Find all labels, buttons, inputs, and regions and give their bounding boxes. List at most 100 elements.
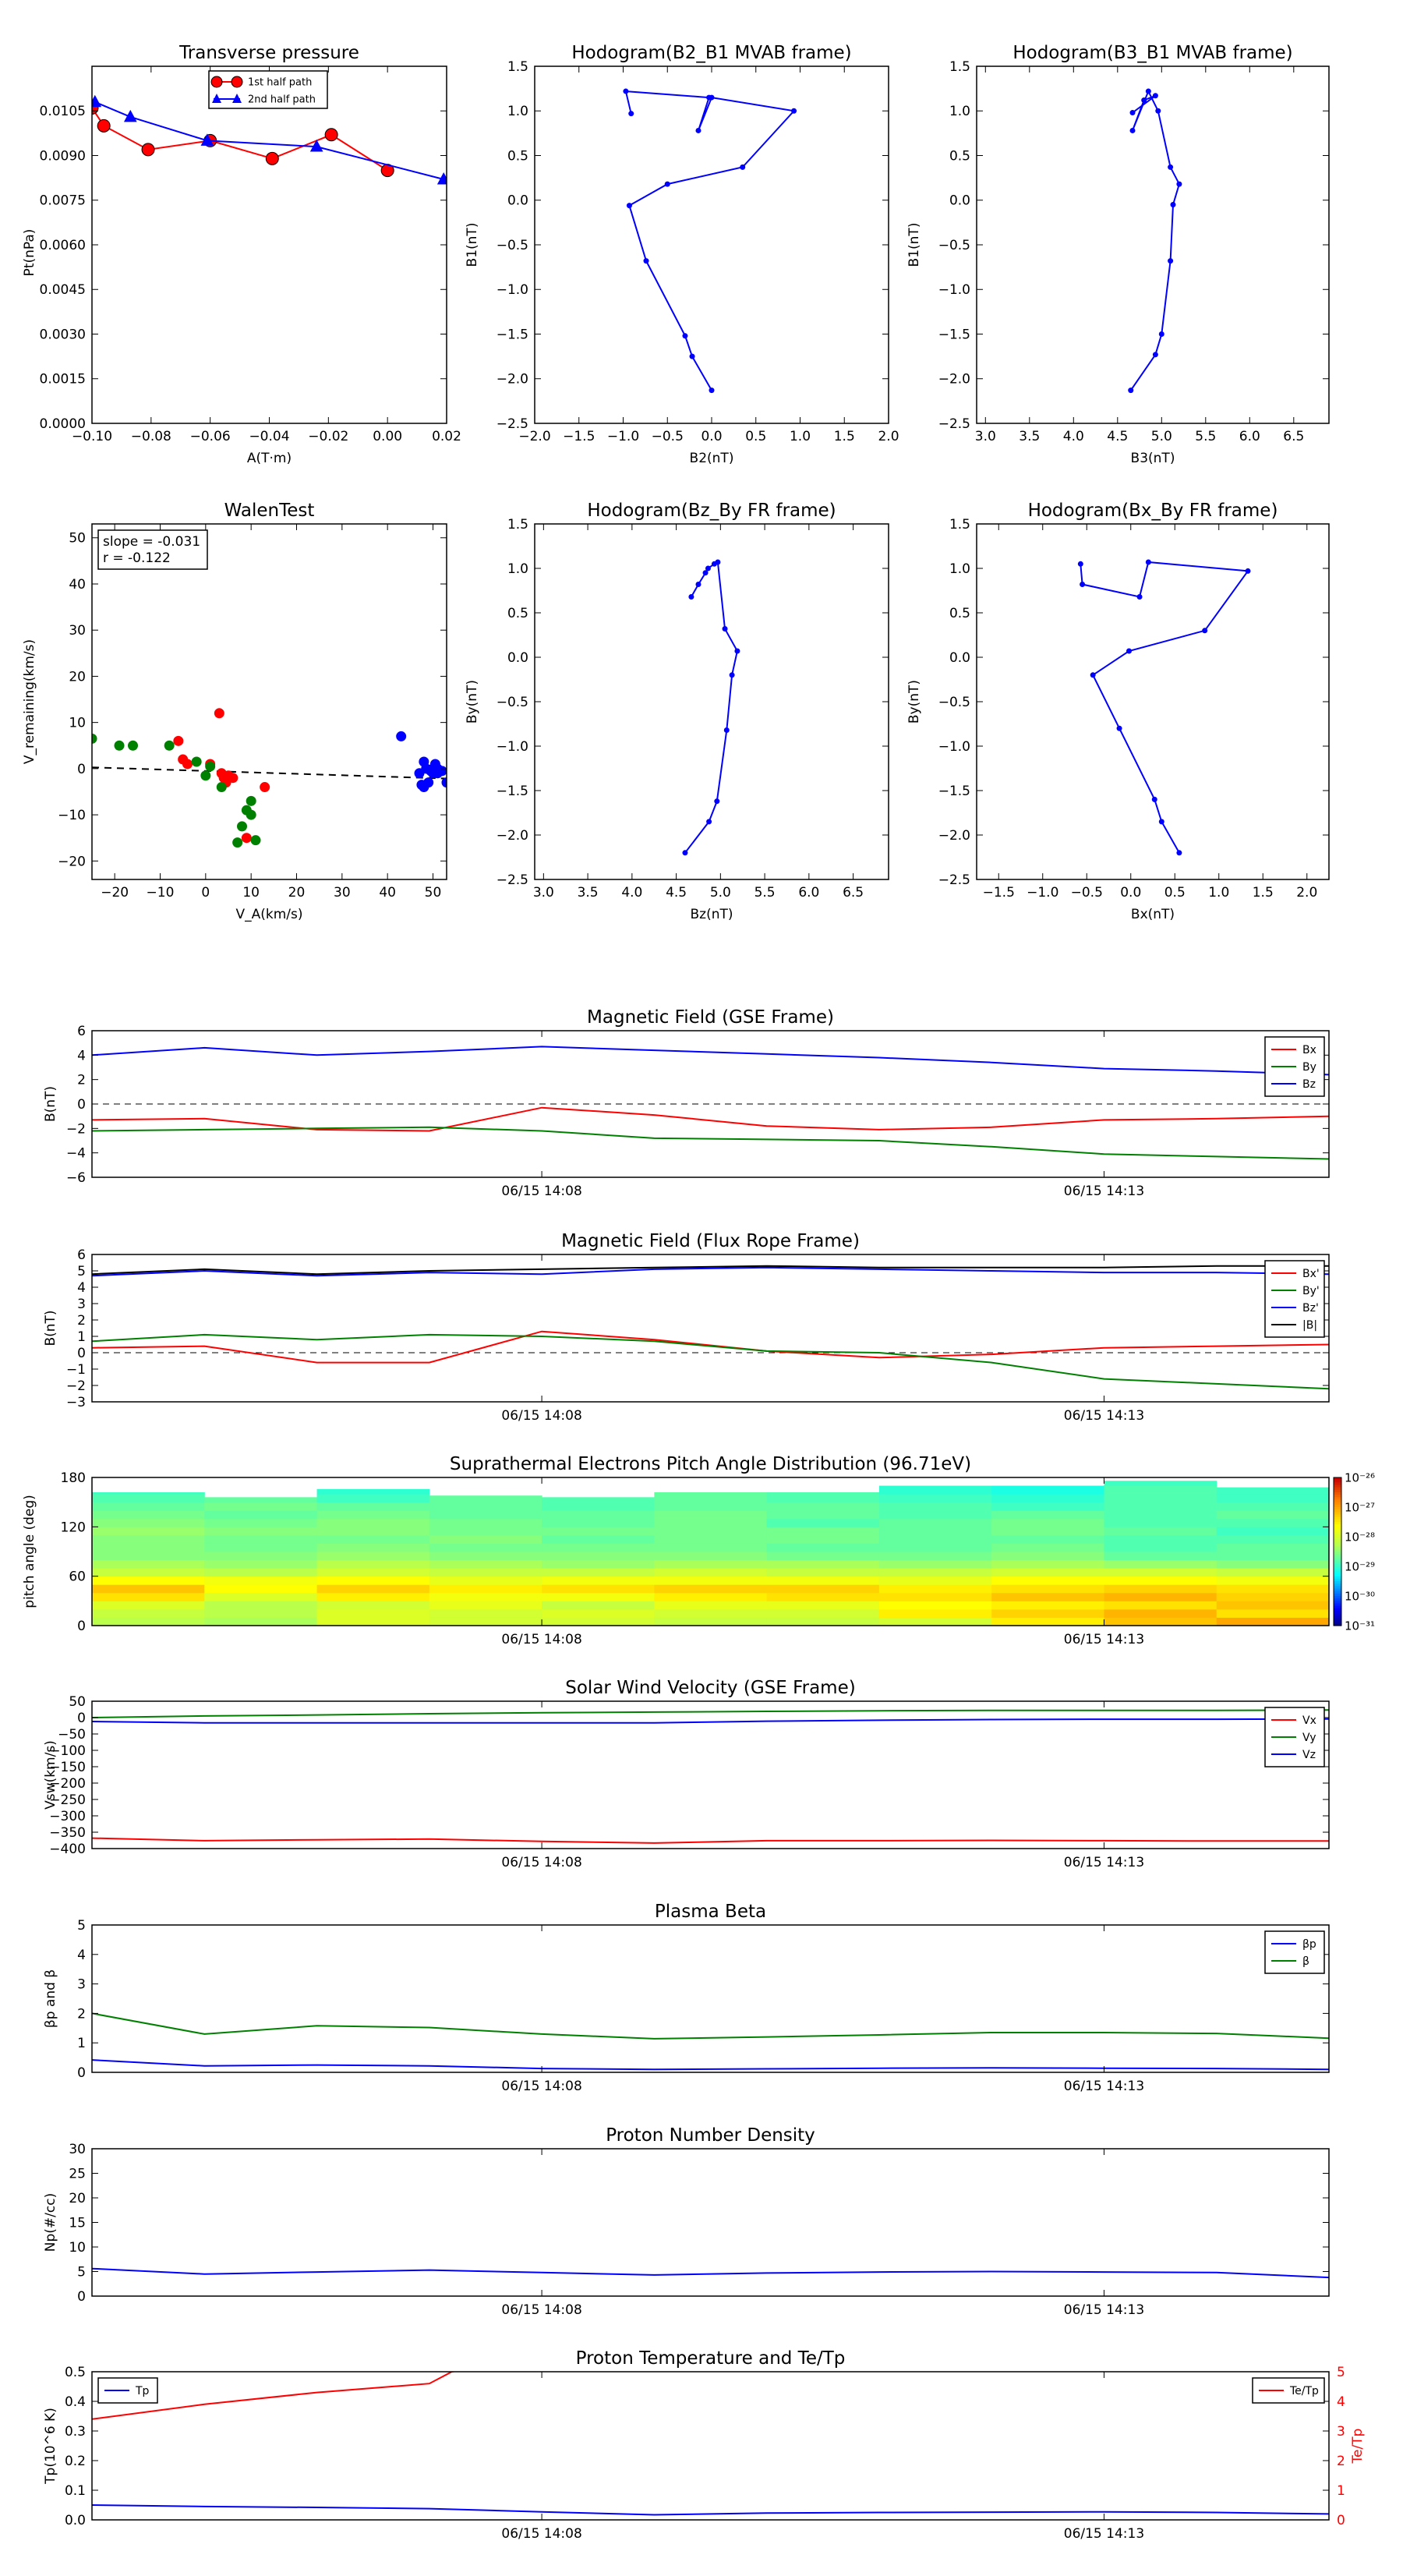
heatmap-cell — [766, 1518, 880, 1527]
data-point — [702, 570, 709, 576]
x-tick-label: 06/15 14:13 — [1064, 2526, 1144, 2542]
chart-title: Magnetic Field (GSE Frame) — [587, 1007, 834, 1028]
x-tick-label: 06/15 14:13 — [1064, 1184, 1144, 1199]
heatmap-cell — [204, 1592, 318, 1601]
y-tick-label: 1.5 — [949, 517, 970, 533]
legend-label: Tp — [135, 2385, 150, 2397]
data-point — [92, 94, 102, 108]
colorbar-segment — [1334, 1586, 1341, 1590]
heatmap-cell — [766, 1543, 880, 1552]
legend-frame — [208, 70, 328, 109]
x-tick-label: 5.5 — [1195, 429, 1216, 444]
y-tick-label: 0.0 — [507, 650, 528, 666]
heatmap-cell — [1104, 1485, 1217, 1495]
data-point — [664, 181, 670, 187]
heatmap-cell — [1216, 1510, 1329, 1520]
y-tick-label: −350 — [49, 1825, 86, 1841]
panel-3: −20 −10 0 10 20 30 40 50 −20 −10 0 10 20 30 40 50 WalenT… — [22, 501, 447, 922]
y-tick-label: 120 — [61, 1520, 86, 1535]
heatmap-cell — [766, 1601, 880, 1610]
x-tick-label: −20 — [101, 885, 129, 901]
y-axis-label: B1(nT) — [906, 223, 922, 267]
legend-label: 1st half path — [248, 77, 312, 89]
heatmap-cell — [766, 1552, 880, 1561]
plot-frame — [91, 1477, 1330, 1626]
y-tick-label: 0.2 — [65, 2454, 86, 2469]
heatmap-cell — [542, 1543, 655, 1552]
heatmap-cell — [1216, 1584, 1329, 1594]
data-point — [706, 94, 712, 101]
colorbar-segment — [1334, 1522, 1341, 1525]
colorbar-label: 10⁻³⁰ — [1345, 1589, 1375, 1603]
x-tick-label: 6.5 — [1283, 429, 1304, 444]
y-tick-label: 0.0045 — [40, 282, 86, 298]
series-line-0 — [624, 90, 796, 391]
y-tick-label: −2 — [66, 1121, 86, 1137]
legend-label: β — [1302, 1955, 1309, 1968]
heatmap-cell — [991, 1576, 1104, 1585]
colorbar-segment — [1334, 1531, 1341, 1535]
heatmap-cell — [542, 1497, 655, 1503]
x-tick-label: 06/15 14:13 — [1064, 1408, 1144, 1424]
colorbar-segment — [1334, 1497, 1341, 1501]
x-tick-label: 06/15 14:08 — [501, 2079, 581, 2094]
legend: Vx Vy Vz — [1264, 1707, 1325, 1767]
legend-marker — [210, 76, 223, 88]
heatmap-cell — [878, 1485, 992, 1495]
heatmap-cell — [316, 1527, 430, 1536]
x-axis-label: Bz(nT) — [690, 907, 733, 922]
heatmap-cell — [204, 1559, 318, 1569]
legend-label: Vy — [1302, 1732, 1316, 1744]
heatmap-cell — [1216, 1518, 1329, 1527]
y-tick-label: −2.5 — [938, 416, 970, 432]
chart-title: Hodogram(Bz_By FR frame) — [587, 501, 836, 521]
chart-title: Plasma Beta — [655, 1902, 766, 1922]
heatmap-cell — [92, 1608, 205, 1618]
heatmap-cell — [766, 1494, 880, 1503]
heatmap-cell — [92, 1492, 205, 1495]
data-point — [623, 88, 629, 94]
x-tick-label: 0.0 — [1120, 885, 1141, 901]
heatmap-cell — [542, 1552, 655, 1561]
colorbar-segment — [1334, 1512, 1341, 1516]
colorbar-segment — [1334, 1552, 1341, 1555]
heatmap-cell — [92, 1592, 205, 1601]
heatmap-cell — [316, 1494, 430, 1503]
panel-4: −2.5 −2.0 −1.5 −1.0 −0.5 0.0 0.5 1.0 1.5 3.0 3.5 4.… — [465, 501, 889, 922]
legend: Te/Tp — [1252, 2377, 1325, 2404]
heatmap-cell — [654, 1543, 768, 1552]
heatmap-cell — [429, 1527, 542, 1536]
data-point — [1129, 110, 1136, 116]
data-point — [729, 672, 735, 678]
heatmap-cell — [1104, 1527, 1217, 1536]
heatmap-cell — [1216, 1502, 1329, 1511]
series-line-Bz' — [92, 1266, 1329, 1277]
heatmap-cell — [92, 1534, 205, 1544]
heatmap-cell — [429, 1495, 542, 1503]
data-point — [1152, 352, 1158, 358]
y-tick-label: 2 — [77, 1313, 86, 1329]
data-point — [1202, 628, 1208, 634]
colorbar-label: 10⁻²⁷ — [1345, 1500, 1375, 1514]
series-line-|B| — [92, 1265, 1329, 1276]
y-tick-label: −1.5 — [497, 784, 528, 799]
scatter-point — [246, 809, 256, 820]
x-axis-label: B3(nT) — [1131, 451, 1175, 466]
legend: Tp — [97, 2377, 158, 2404]
panel-12: 0.0 0.1 0.2 0.3 0.4 0.5 0 1 2 3 4 5 06/15 14:08 06/15… — [43, 2348, 1366, 2542]
data-point — [734, 648, 740, 654]
data-point — [709, 387, 715, 394]
chart-title: Transverse pressure — [178, 43, 359, 63]
plot-frame — [91, 1924, 1330, 2073]
colorbar-segment — [1334, 1598, 1341, 1601]
plot-frame — [91, 1700, 1330, 1849]
heatmap-cell — [1104, 1494, 1217, 1503]
colorbar-segment — [1334, 1509, 1341, 1513]
y-tick-label: 2 — [77, 1073, 86, 1088]
x-tick-label: 2.0 — [1296, 885, 1317, 901]
colorbar-segment — [1334, 1516, 1341, 1520]
heatmap-cell — [92, 1576, 205, 1585]
colorbar-segment — [1334, 1489, 1341, 1493]
heatmap-cell — [878, 1617, 992, 1626]
heatmap-cell — [878, 1568, 992, 1577]
